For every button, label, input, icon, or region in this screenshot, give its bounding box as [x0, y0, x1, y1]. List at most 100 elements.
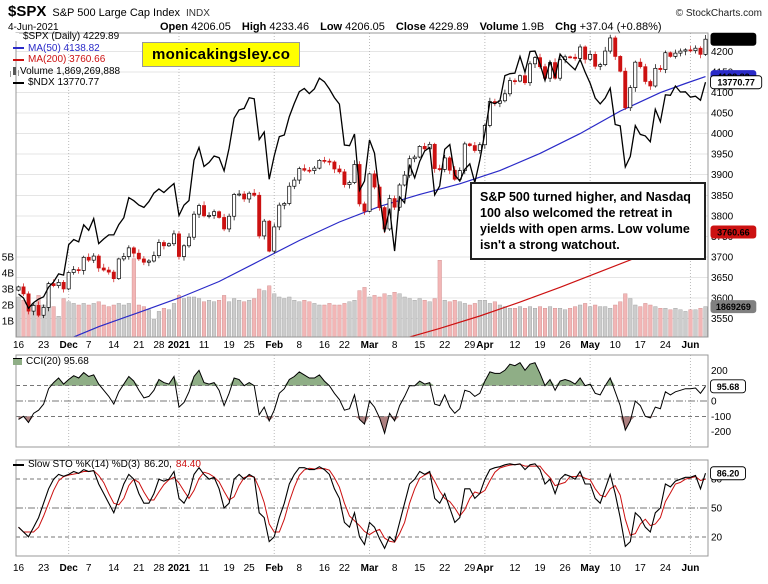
symbol: $SPX — [8, 3, 47, 20]
price-panel: 3550360036503700375038003850390039504000… — [0, 30, 768, 352]
svg-text:16: 16 — [13, 563, 25, 574]
svg-text:11: 11 — [199, 340, 210, 351]
sto-chart-svg: 80 50 20 86.20 16 23 Dec 7 14 21 28 2021 11 19 25 Feb 8 1… — [13, 459, 746, 574]
svg-text:3760.66: 3760.66 — [717, 227, 750, 237]
volume-bars-icon — [13, 67, 16, 76]
svg-text:19: 19 — [534, 340, 546, 351]
stockcharts-credit: © StockCharts.com — [675, 8, 762, 19]
svg-text:16: 16 — [319, 340, 331, 351]
sto-panel: 80 50 20 86.20 16 23 Dec 7 14 21 28 2021 11 19 25 Feb 8 1… — [0, 455, 768, 584]
sto-d-value: 84.40 — [175, 459, 201, 470]
svg-text:14: 14 — [108, 340, 120, 351]
svg-text:86.20: 86.20 — [717, 469, 740, 479]
quote-change: Chg +37.04 (+0.88%) — [555, 21, 661, 33]
quote-volume-value: 1.9B — [521, 21, 545, 33]
quote-high-label: High — [241, 21, 267, 33]
watermark: monicakingsley.co — [142, 42, 301, 67]
svg-text:14: 14 — [108, 563, 120, 574]
svg-text:22: 22 — [439, 563, 451, 574]
svg-text:7: 7 — [86, 563, 92, 574]
svg-text:2021: 2021 — [168, 340, 191, 351]
svg-text:Feb: Feb — [265, 563, 283, 574]
svg-text:Apr: Apr — [476, 563, 493, 574]
svg-text:17: 17 — [635, 340, 647, 351]
svg-text:95.68: 95.68 — [717, 382, 740, 392]
svg-text:16: 16 — [13, 340, 25, 351]
svg-text:1B: 1B — [2, 317, 15, 328]
quote-change-label: Chg — [555, 21, 577, 33]
svg-text:-200: -200 — [711, 427, 731, 438]
sto-legend: Slow STO %K(14) %D(3) 86.20, 84.40 — [13, 459, 201, 470]
legend-ndx: $NDX 13770.77 — [28, 77, 100, 88]
svg-text:Jun: Jun — [682, 340, 700, 351]
legend-ma50: MA(50) 4138.82 — [28, 42, 100, 54]
svg-text:22: 22 — [339, 563, 351, 574]
svg-text:17: 17 — [635, 563, 647, 574]
svg-text:8: 8 — [392, 563, 398, 574]
exchange-code: INDX — [185, 8, 210, 19]
quote-change-value: +37.04 (+0.88%) — [579, 21, 662, 33]
svg-text:22: 22 — [339, 340, 351, 351]
svg-text:4B: 4B — [2, 269, 15, 280]
quote-high: High 4233.46 — [242, 21, 309, 33]
legend-volume: Volume 1,869,269,888 — [20, 65, 121, 77]
svg-text:11: 11 — [199, 563, 210, 574]
svg-text:19: 19 — [224, 563, 236, 574]
quote-close: Close 4229.89 — [396, 21, 469, 33]
svg-text:7: 7 — [86, 340, 92, 351]
svg-text:5B: 5B — [2, 253, 15, 264]
quote-open: Open 4206.05 — [160, 21, 231, 33]
svg-text:4050: 4050 — [711, 109, 734, 120]
ndx-line-icon — [13, 81, 24, 84]
svg-text:3950: 3950 — [711, 150, 734, 161]
quote-open-value: 4206.05 — [191, 21, 231, 33]
ohlc-quote: Open 4206.05 High 4233.46 Low 4206.05 Close… — [160, 21, 662, 33]
svg-text:3850: 3850 — [711, 191, 734, 202]
cci-legend: CCI(20) 95.68 — [13, 356, 89, 367]
quote-low-label: Low — [320, 21, 343, 33]
price-chart-svg: 3550360036503700375038003850390039504000… — [2, 32, 763, 351]
quote-open-label: Open — [160, 21, 189, 33]
ma50-line-icon — [13, 47, 24, 50]
svg-text:12: 12 — [509, 563, 521, 574]
svg-text:4100: 4100 — [711, 88, 734, 99]
sto-line-icon — [13, 463, 24, 466]
svg-text:15: 15 — [414, 563, 426, 574]
index-name: S&P 500 Large Cap Index — [52, 7, 180, 19]
svg-text:25: 25 — [244, 563, 256, 574]
svg-text:13770.77: 13770.77 — [717, 78, 755, 88]
title-row: $SPX S&P 500 Large Cap Index INDX © Stoc… — [8, 3, 762, 20]
legend-row-spx: $SPX (Daily) 4229.89 — [13, 31, 120, 43]
annotation-note: S&P 500 turned higher, and Nasdaq 100 al… — [470, 182, 706, 260]
quote-row: 4-Jun-2021 Open 4206.05 High 4233.46 Low 42… — [8, 21, 762, 33]
cci-legend-text: CCI(20) 95.68 — [26, 356, 89, 367]
svg-text:29: 29 — [464, 563, 476, 574]
svg-text:16: 16 — [319, 563, 331, 574]
svg-text:2B: 2B — [2, 301, 15, 312]
quote-volume-label: Volume — [479, 21, 519, 33]
svg-text:21: 21 — [133, 563, 145, 574]
svg-text:28: 28 — [153, 340, 165, 351]
candlestick-icon — [13, 32, 19, 41]
svg-text:23: 23 — [38, 340, 50, 351]
chart-date: 4-Jun-2021 — [8, 22, 59, 33]
svg-text:21: 21 — [133, 340, 145, 351]
svg-text:19: 19 — [224, 340, 236, 351]
quote-volume: Volume 1.9B — [480, 21, 545, 33]
svg-text:4229.89: 4229.89 — [717, 35, 750, 45]
svg-text:8: 8 — [392, 340, 398, 351]
svg-text:0: 0 — [711, 397, 717, 408]
svg-text:26: 26 — [560, 563, 572, 574]
svg-text:19: 19 — [534, 563, 546, 574]
svg-text:Mar: Mar — [361, 340, 379, 351]
legend-ma200: MA(200) 3760.66 — [28, 54, 106, 65]
svg-text:24: 24 — [660, 563, 672, 574]
quote-low-value: 4206.05 — [345, 21, 385, 33]
svg-text:50: 50 — [711, 504, 723, 515]
quote-close-label: Close — [395, 21, 426, 33]
svg-text:15: 15 — [414, 340, 426, 351]
svg-text:Dec: Dec — [59, 340, 78, 351]
svg-text:3700: 3700 — [711, 252, 734, 263]
